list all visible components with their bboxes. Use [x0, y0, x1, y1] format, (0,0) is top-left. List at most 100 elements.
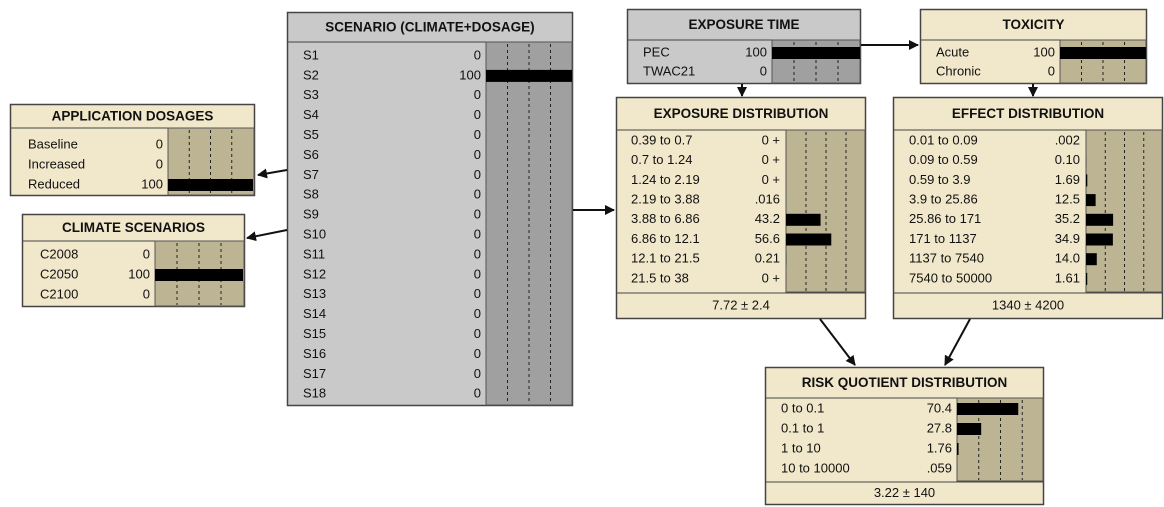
state-value: 0 — [474, 306, 481, 321]
node: EFFECT DISTRIBUTION 0.01 to 0.09 .002 0.09 … — [892, 96, 1164, 320]
node: CLIMATE SCENARIOS C2008 0 C2050 100 C2100 0 — [21, 213, 246, 308]
arrows — [246, 40, 1038, 366]
state-name: S5 — [303, 127, 319, 142]
state-value: 35.2 — [1055, 211, 1080, 226]
state-value: 0 — [1048, 63, 1055, 78]
node: TOXICITY Acute 100 Chronic 0 — [919, 8, 1148, 85]
state-value: 100 — [141, 176, 163, 191]
state-name: Baseline — [28, 136, 78, 151]
state-value: 1.69 — [1055, 172, 1080, 187]
state-value: .002 — [1055, 132, 1080, 147]
state-value: 12.5 — [1055, 192, 1080, 207]
state-value: 0 — [474, 47, 481, 62]
state-value: 0 — [474, 386, 481, 401]
state-name: C2100 — [40, 286, 78, 301]
state-name: Reduced — [28, 176, 80, 191]
state-name: S3 — [303, 87, 319, 102]
state-name: S15 — [303, 326, 326, 341]
state-value: 0 + — [762, 270, 780, 285]
probability-bar — [1060, 47, 1146, 59]
state-value: 0 — [143, 246, 150, 261]
state-name: S1 — [303, 47, 319, 62]
state-name: S4 — [303, 107, 319, 122]
state-value: 0 — [474, 207, 481, 222]
state-name: S6 — [303, 147, 319, 162]
state-value: 0 — [474, 346, 481, 361]
state-value: 0 — [156, 136, 163, 151]
state-value: 100 — [128, 266, 150, 281]
probability-bar — [155, 269, 243, 281]
probability-bar — [957, 403, 1019, 415]
state-name: PEC — [643, 44, 670, 59]
state-name: 6.86 to 12.1 — [631, 231, 700, 246]
state-value: 0 — [474, 127, 481, 142]
state-value: 27.8 — [927, 420, 952, 435]
probability-bar — [486, 69, 572, 82]
arrow — [819, 318, 856, 366]
state-value: 0 — [474, 167, 481, 182]
node-title: APPLICATION DOSAGES — [52, 109, 214, 124]
state-name: S10 — [303, 227, 326, 242]
state-name: 171 to 1137 — [909, 231, 977, 246]
state-value: 0 — [156, 156, 163, 171]
state-name: 21.5 to 38 — [631, 270, 689, 285]
node-title: CLIMATE SCENARIOS — [62, 220, 205, 235]
state-value: .059 — [927, 460, 952, 475]
node-footer: 1340 ± 4200 — [992, 297, 1064, 312]
state-value: 34.9 — [1055, 231, 1080, 246]
node-title: RISK QUOTIENT DISTRIBUTION — [802, 375, 1008, 390]
state-name: 10 to 10000 — [781, 460, 850, 475]
state-value: 100 — [745, 44, 767, 59]
state-value: .016 — [755, 192, 780, 207]
state-value: 0 + — [762, 132, 780, 147]
state-name: C2050 — [40, 266, 78, 281]
probability-bar — [1086, 233, 1113, 246]
state-name: S2 — [303, 67, 319, 82]
state-value: 100 — [1033, 44, 1055, 59]
probability-bar — [1086, 194, 1096, 207]
state-name: 2.19 to 3.88 — [631, 192, 700, 207]
node-title: TOXICITY — [1002, 17, 1064, 32]
state-name: S13 — [303, 286, 326, 301]
state-name: S16 — [303, 346, 326, 361]
state-name: 0.7 to 1.24 — [631, 152, 692, 167]
state-name: 0.59 to 3.9 — [909, 172, 970, 187]
arrow — [944, 318, 971, 366]
state-name: 3.9 to 25.86 — [909, 192, 978, 207]
state-name: 7540 to 50000 — [909, 270, 992, 285]
state-value: 56.6 — [755, 231, 780, 246]
state-name: Increased — [28, 156, 85, 171]
state-name: 0.39 to 0.7 — [631, 132, 692, 147]
state-value: 43.2 — [755, 211, 780, 226]
state-name: 0.09 to 0.59 — [909, 152, 978, 167]
state-value: 0 — [474, 366, 481, 381]
node-title: EXPOSURE DISTRIBUTION — [654, 106, 829, 121]
arrow — [246, 229, 288, 242]
state-name: 1137 to 7540 — [909, 251, 984, 266]
state-name: S11 — [303, 246, 325, 261]
node: APPLICATION DOSAGES Baseline 0 Increased 0 Re… — [9, 103, 256, 197]
probability-bar — [168, 179, 253, 191]
probability-bar — [772, 47, 860, 59]
state-name: S14 — [303, 306, 326, 321]
node: EXPOSURE TIME PEC 100 TWAC21 0 — [626, 8, 862, 85]
state-value: 70.4 — [927, 400, 952, 415]
state-value: 0 — [474, 227, 481, 242]
state-value: 0 — [474, 326, 481, 341]
state-name: S9 — [303, 207, 319, 222]
state-name: 1.24 to 2.19 — [631, 172, 700, 187]
state-value: 0 — [474, 246, 481, 261]
state-value: 100 — [459, 67, 481, 82]
state-value: 1.61 — [1055, 270, 1080, 285]
state-name: S7 — [303, 167, 319, 182]
node: EXPOSURE DISTRIBUTION 0.39 to 0.7 0 + 0.7 t… — [615, 96, 867, 320]
probability-bar — [1086, 272, 1088, 285]
state-name: 0.01 to 0.09 — [909, 132, 978, 147]
state-value: 0.21 — [755, 251, 780, 266]
state-name: S12 — [303, 266, 326, 281]
state-name: Acute — [936, 44, 969, 59]
state-value: 0 — [474, 187, 481, 202]
state-value: 1.76 — [927, 440, 952, 455]
